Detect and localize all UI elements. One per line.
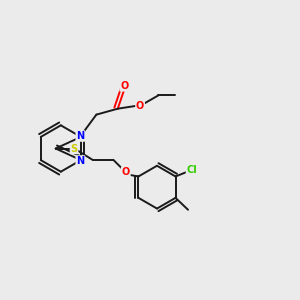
Text: O: O — [120, 81, 128, 91]
Text: O: O — [122, 167, 130, 177]
Text: N: N — [76, 156, 84, 166]
Text: O: O — [136, 101, 144, 111]
Text: S: S — [70, 143, 78, 154]
Text: Cl: Cl — [187, 165, 197, 175]
Text: N: N — [76, 131, 84, 141]
